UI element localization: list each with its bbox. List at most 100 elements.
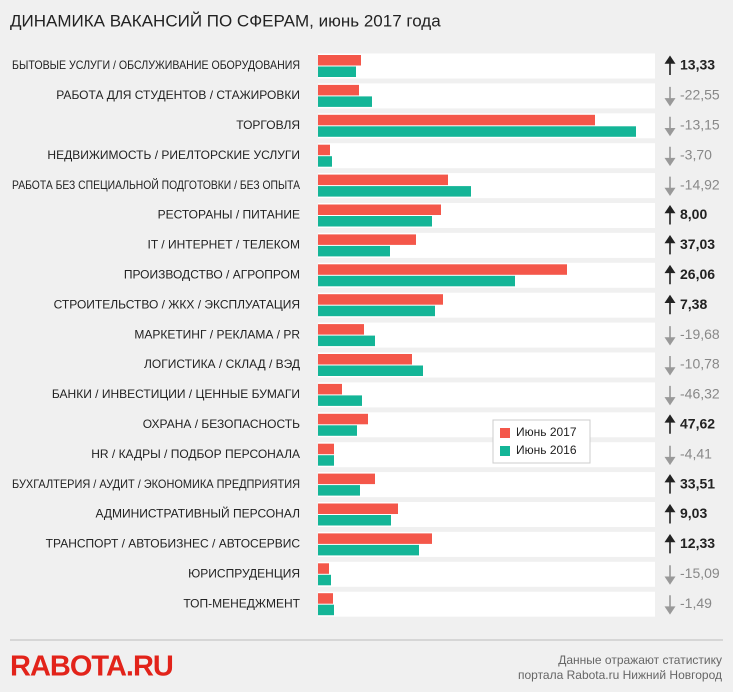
change-arrow [664,533,676,554]
change-label: -10,78 [680,356,720,372]
change-arrow [664,565,676,585]
row-background [318,561,655,587]
row-background [318,591,655,617]
change-label: 12,33 [680,535,715,551]
change-label: -1,49 [680,595,712,611]
category-label: ЮРИСПРУДЕНЦИЯ [188,566,300,580]
change-arrow [664,205,676,225]
category-label: МАРКЕТИНГ / РЕКЛАМА / PR [134,327,300,341]
category-label: IT / ИНТЕРНЕТ / ТЕЛЕКОМ [148,238,300,252]
bar [318,473,375,485]
bar [318,96,372,107]
logo: RABOTA.RU [10,651,173,683]
category-label: ТОП-МЕНЕДЖМЕНТ [183,596,300,610]
bar [318,156,332,167]
bar [318,395,362,406]
change-arrow [664,86,676,107]
bar [318,294,443,305]
change-label: -14,92 [680,176,720,192]
bar [318,563,329,574]
bar [318,234,416,245]
change-label: 47,62 [680,416,715,432]
change-label: -22,55 [680,87,720,103]
change-arrow [664,146,676,167]
legend-swatch [500,446,510,456]
bar [318,503,398,514]
change-arrow [664,55,676,75]
change-label: 37,03 [680,236,715,252]
bar [318,84,359,96]
bar [318,144,330,156]
bar [318,245,390,257]
bar [318,305,435,317]
category-label: HR / КАДРЫ / ПОДБОР ПЕРСОНАЛА [91,447,300,461]
change-arrow [664,294,676,315]
row-background [318,83,655,109]
bar [318,383,342,395]
category-label: БАНКИ / ИНВЕСТИЦИИ / ЦЕННЫЕ БУМАГИ [52,387,300,401]
change-arrow [664,385,676,406]
change-arrow [664,504,676,524]
bar [318,365,423,376]
bar [318,574,331,586]
bar [318,126,636,137]
category-label: АДМИНИСТРАТИВНЫЙ ПЕРСОНАЛ [95,506,300,521]
bar [318,174,448,186]
change-arrow [664,595,676,615]
bar [318,485,360,496]
change-label: -3,70 [680,146,712,162]
change-arrow [664,264,676,285]
change-label: -15,09 [680,565,720,581]
change-arrow [664,474,676,494]
category-label: ЛОГИСТИКА / СКЛАД / ВЭД [144,357,300,371]
category-label: ТРАНСПОРТ / АВТОБИЗНЕС / АВТОСЕРВИС [46,537,301,551]
category-label: РАБОТА БЕЗ СПЕЦИАЛЬНОЙ ПОДГОТОВКИ / БЕЗ … [12,177,300,192]
category-label: ПРОИЗВОДСТВО / АГРОПРОМ [124,267,300,281]
legend-swatch [500,428,510,438]
change-label: 9,03 [680,505,707,521]
row-background [318,382,655,408]
change-arrow [664,414,676,434]
change-arrow [664,176,676,197]
bar [318,114,595,126]
bar [318,443,334,455]
bar [318,324,364,335]
bar [318,593,333,604]
bar [318,544,419,556]
row-background [318,53,655,79]
change-label: 13,33 [680,57,715,73]
bar [318,264,567,275]
bar [318,55,361,66]
legend-label: Июнь 2016 [516,443,577,457]
category-label: БЫТОВЫЕ УСЛУГИ / ОБСЛУЖИВАНИЕ ОБОРУДОВАН… [12,58,300,72]
row-background [318,143,655,169]
bar [318,66,356,77]
change-label: -4,41 [680,445,712,461]
bar [318,335,375,347]
category-label: ТОРГОВЛЯ [236,118,300,132]
legend-label: Июнь 2017 [516,425,577,439]
row-background [318,412,655,438]
change-label: 33,51 [680,475,715,491]
category-label: БУХГАЛТЕРИЯ / АУДИТ / ЭКОНОМИКА ПРЕДПРИЯ… [12,477,300,491]
bar [318,354,412,365]
bar [318,604,334,616]
chart-title: ДИНАМИКА ВАКАНСИЙ ПО СФЕРАМ, июнь 2017 г… [10,11,441,30]
change-label: -19,68 [680,326,720,342]
bar [318,533,432,544]
footer-note: Данные отражают статистику [558,653,722,667]
category-label: СТРОИТЕЛЬСТВО / ЖКХ / ЭКСПЛУАТАЦИЯ [54,297,300,311]
category-label: РАБОТА ДЛЯ СТУДЕНТОВ / СТАЖИРОВКИ [56,88,300,102]
footer-note: портала Rabota.ru Нижний Новгород [518,668,722,682]
category-label: НЕДВИЖИМОСТЬ / РИЕЛТОРСКИЕ УСЛУГИ [47,148,300,162]
change-arrow [664,234,676,255]
change-label: -46,32 [680,386,720,402]
bar [318,515,391,526]
change-label: 7,38 [680,296,707,312]
category-label: РЕСТОРАНЫ / ПИТАНИЕ [158,208,300,222]
bar [318,455,334,466]
bar [318,186,471,197]
change-arrow [664,326,676,346]
